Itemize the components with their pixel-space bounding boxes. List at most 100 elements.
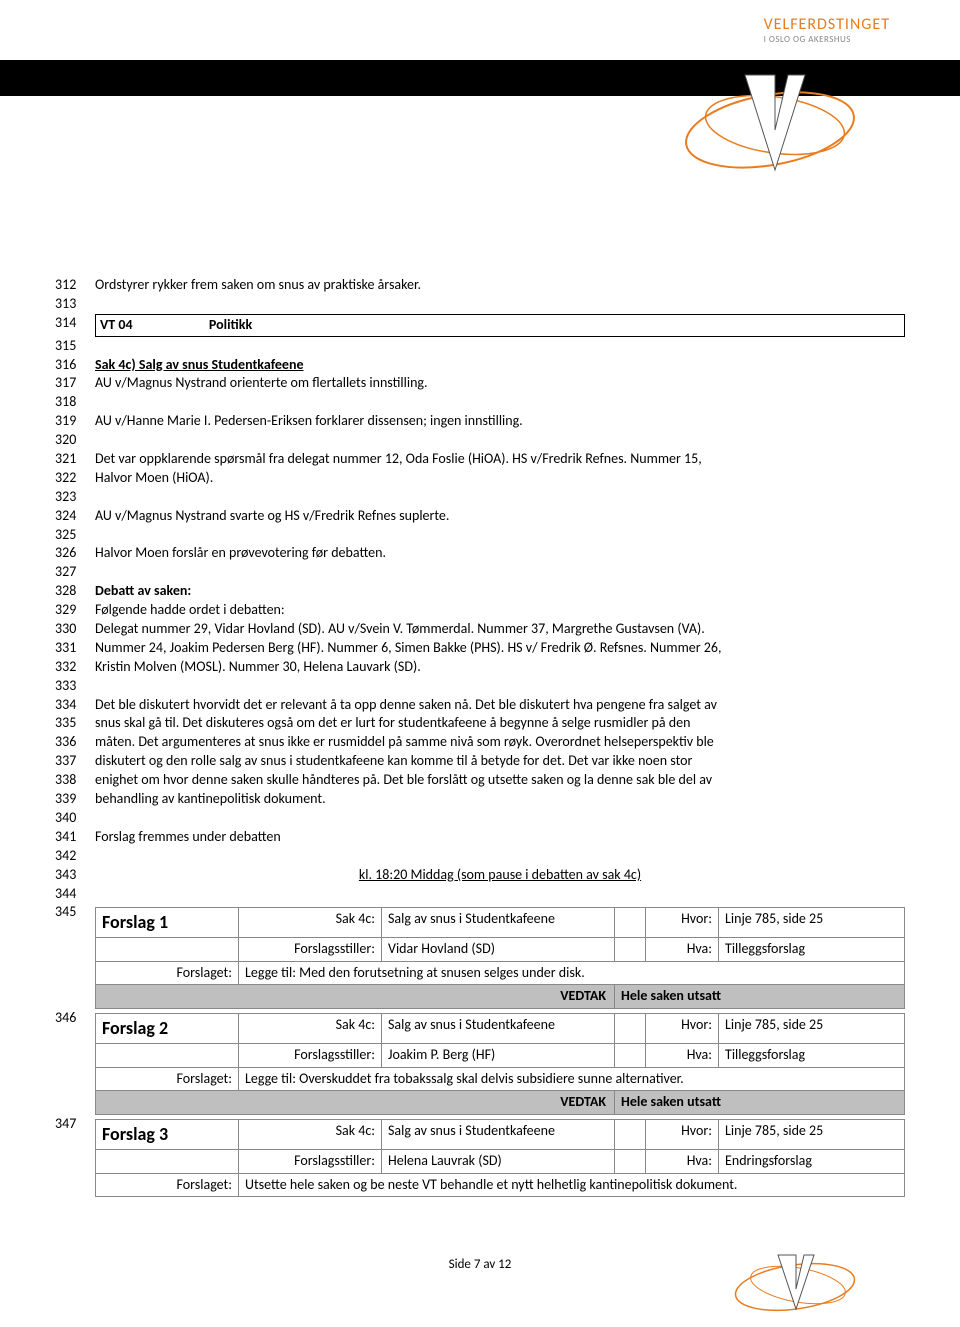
forslaget-text: Legge til: Med den forutsetning at snuse… [239,961,905,985]
line-number: 328 [55,582,95,601]
line-number: 343 [55,866,95,885]
sak-title: Sak 4c) Salg av snus Studentkafeene [95,356,905,375]
vedtak-result: Hele saken utsatt [615,985,905,1009]
line-number: 340 [55,809,95,828]
stiller-value: Joakim P. Berg (HF) [382,1043,615,1067]
section-code: VT 04 [100,316,133,333]
section-title: Politikk [209,316,252,333]
body-text: Det ble diskutert hvorvidt det er releva… [95,696,905,715]
body-text: Delegat nummer 29, Vidar Hovland (SD). A… [95,620,905,639]
line-number: 336 [55,733,95,752]
line-number: 334 [55,696,95,715]
vedtak-result: Hele saken utsatt [615,1091,905,1115]
line-number: 345 [55,903,95,922]
line-number: 312 [55,276,95,295]
hva-value: Tilleggsforslag [719,1043,905,1067]
line-number: 318 [55,393,95,412]
stiller-value: Vidar Hovland (SD) [382,937,615,961]
stiller-label: Forslagsstiller: [239,1043,382,1067]
hvor-label: Hvor: [646,1014,719,1043]
body-text: Ordstyrer rykker frem saken om snus av p… [95,276,905,295]
forslag-title: Forslag 2 [96,1014,239,1043]
body-text: Forslag fremmes under debatten [95,828,905,847]
hvor-label: Hvor: [646,1120,719,1149]
forslag-3-table: Forslag 3 Sak 4c: Salg av snus i Student… [95,1119,905,1197]
line-number: 335 [55,714,95,733]
body-text: enighet om hvor denne saken skulle håndt… [95,771,905,790]
logo-footer [730,1237,860,1327]
body-text: AU v/Magnus Nystrand orienterte om flert… [95,374,905,393]
forslag-title: Forslag 3 [96,1120,239,1149]
sak-label: Sak 4c: [239,1014,382,1043]
line-number: 332 [55,658,95,677]
debatt-heading: Debatt av saken: [95,582,905,601]
forslaget-label: Forslaget: [96,1173,239,1197]
line-number: 319 [55,412,95,431]
stiller-label: Forslagsstiller: [239,937,382,961]
body-text: Halvor Moen (HiOA). [95,469,905,488]
vedtak-label: VEDTAK [96,985,615,1009]
sak-title-cell: Salg av snus i Studentkafeene [382,1014,615,1043]
line-number: 321 [55,450,95,469]
body-text: snus skal gå til. Det diskuteres også om… [95,714,905,733]
line-number: 346 [55,1009,95,1028]
body-text: Det var oppklarende spørsmål fra delegat… [95,450,905,469]
line-number: 320 [55,431,95,450]
hva-label: Hva: [646,937,719,961]
line-number: 339 [55,790,95,809]
line-number: 313 [55,295,95,314]
line-number: 333 [55,677,95,696]
body-text: Halvor Moen forslår en prøvevotering før… [95,544,905,563]
line-number: 317 [55,374,95,393]
line-number: 329 [55,601,95,620]
hva-value: Endringsforslag [719,1149,905,1173]
line-number: 341 [55,828,95,847]
line-number: 330 [55,620,95,639]
sak-label: Sak 4c: [239,908,382,937]
forslaget-label: Forslaget: [96,1067,239,1091]
line-number: 337 [55,752,95,771]
forslag-title: Forslag 1 [96,908,239,937]
hvor-value: Linje 785, side 25 [719,1014,905,1043]
forslag-2-table: Forslag 2 Sak 4c: Salg av snus i Student… [95,1013,905,1115]
line-number: 331 [55,639,95,658]
line-number: 315 [55,337,95,356]
hvor-label: Hvor: [646,908,719,937]
body-text: Følgende hadde ordet i debatten: [95,601,905,620]
section-header-box: VT 04 Politikk [95,314,905,337]
line-number: 322 [55,469,95,488]
line-number: 344 [55,885,95,904]
pause-note: kl. 18:20 Middag (som pause i debatten a… [95,866,905,885]
line-number: 342 [55,847,95,866]
document-body: 312Ordstyrer rykker frem saken om snus a… [0,96,960,1237]
hvor-value: Linje 785, side 25 [719,908,905,937]
line-number: 325 [55,526,95,545]
line-number: 327 [55,563,95,582]
hvor-value: Linje 785, side 25 [719,1120,905,1149]
stiller-label: Forslagsstiller: [239,1149,382,1173]
body-text: måten. Det argumenteres at snus ikke er … [95,733,905,752]
body-text: diskutert og den rolle salg av snus i st… [95,752,905,771]
hva-label: Hva: [646,1043,719,1067]
sak-title-cell: Salg av snus i Studentkafeene [382,908,615,937]
line-number: 347 [55,1115,95,1134]
line-number: 314 [55,314,95,333]
sak-label: Sak 4c: [239,1120,382,1149]
sak-title-cell: Salg av snus i Studentkafeene [382,1120,615,1149]
hva-label: Hva: [646,1149,719,1173]
body-text: AU v/Hanne Marie I. Pedersen-Eriksen for… [95,412,905,431]
vedtak-label: VEDTAK [96,1091,615,1115]
line-number: 326 [55,544,95,563]
logo-top [680,30,860,210]
body-text: Nummer 24, Joakim Pedersen Berg (HF). Nu… [95,639,905,658]
forslaget-text: Legge til: Overskuddet fra tobakssalg sk… [239,1067,905,1091]
body-text: AU v/Magnus Nystrand svarte og HS v/Fred… [95,507,905,526]
line-number: 324 [55,507,95,526]
line-number: 323 [55,488,95,507]
line-number: 338 [55,771,95,790]
forslaget-text: Utsette hele saken og be neste VT behand… [239,1173,905,1197]
stiller-value: Helena Lauvrak (SD) [382,1149,615,1173]
hva-value: Tilleggsforslag [719,937,905,961]
body-text: Kristin Molven (MOSL). Nummer 30, Helena… [95,658,905,677]
forslaget-label: Forslaget: [96,961,239,985]
